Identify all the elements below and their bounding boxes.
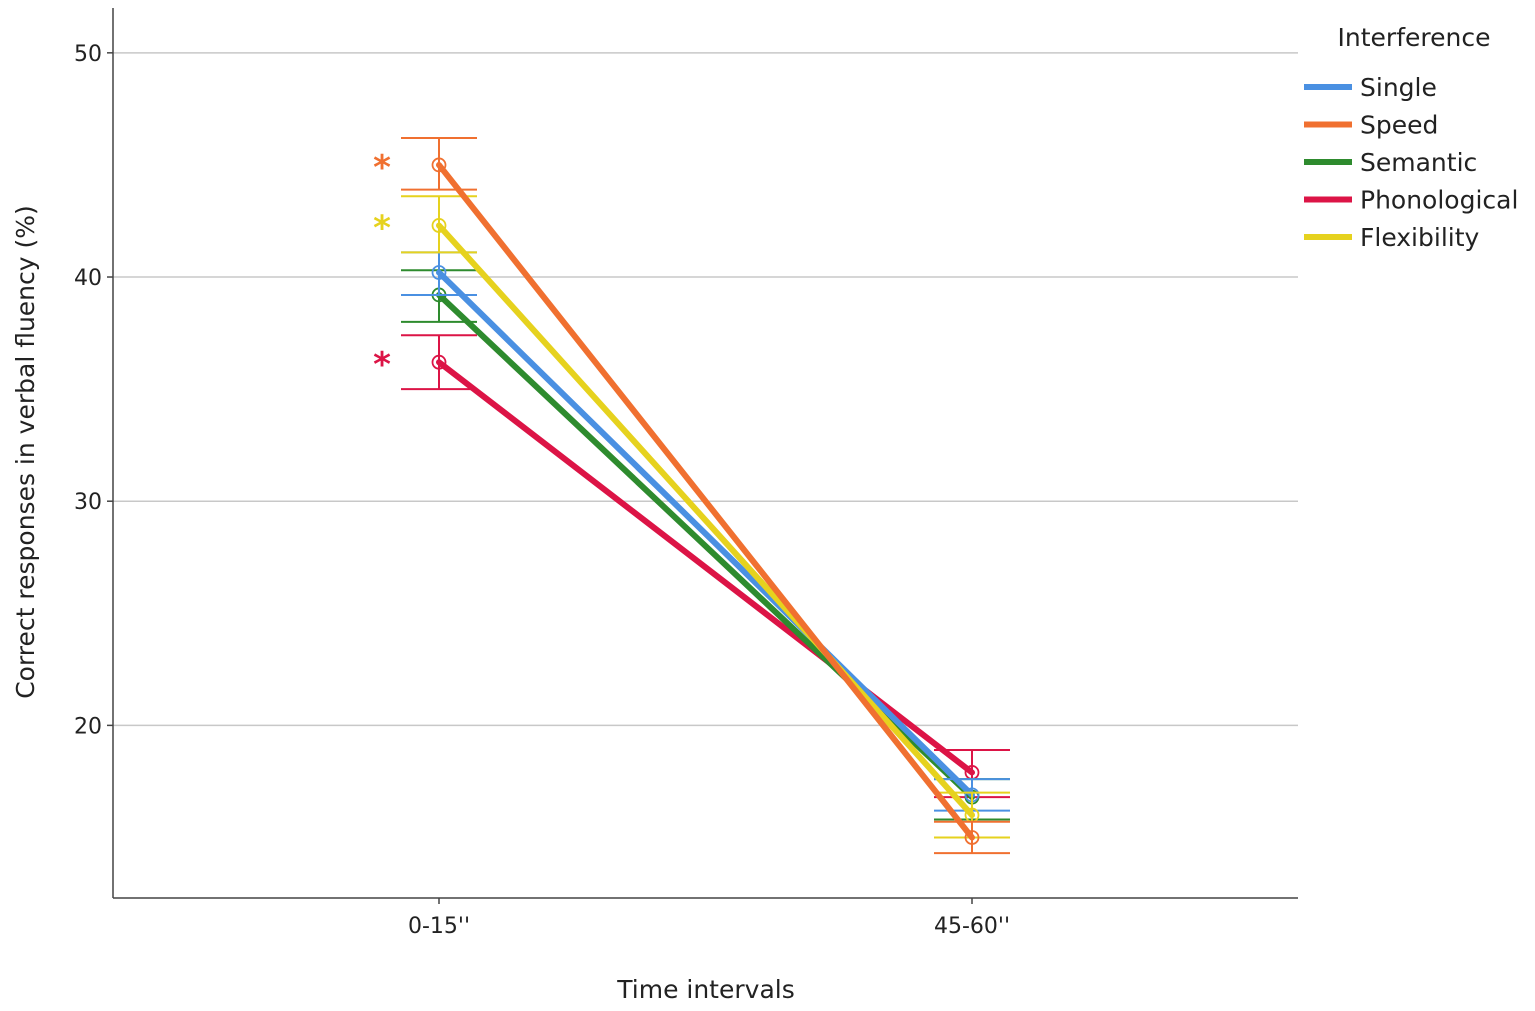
- significance-star-speed: *: [373, 148, 391, 188]
- x-tick-label: 0-15'': [408, 914, 470, 939]
- series-group: [401, 137, 1010, 855]
- y-tick-label: 50: [74, 42, 102, 67]
- x-axis-title: Time intervals: [616, 975, 794, 1004]
- legend-title: Interference: [1338, 23, 1491, 52]
- series-semantic: [401, 269, 1010, 821]
- data-point-single: [431, 265, 447, 280]
- legend: Interference Single Speed Semantic Phonolog…: [1304, 23, 1518, 252]
- series-phonological: [401, 334, 1010, 799]
- y-tick-labels: 20 30 40 50: [74, 42, 113, 739]
- grid-lines: [113, 52, 1298, 727]
- data-point-flexibility: [431, 218, 447, 233]
- data-point-phonological: [431, 354, 447, 370]
- legend-label-single: Single: [1360, 73, 1437, 102]
- significance-markers: * * *: [373, 148, 391, 385]
- series-line-single: [436, 269, 975, 798]
- y-tick-label: 40: [74, 266, 102, 291]
- legend-label-phonological: Phonological: [1360, 186, 1518, 215]
- series-speed: [401, 137, 1010, 855]
- data-point-speed: [964, 830, 980, 845]
- data-point-speed: [431, 157, 447, 173]
- y-axis-title: Correct responses in verbal fluency (%): [11, 205, 40, 699]
- series-line-semantic: [436, 291, 975, 801]
- y-tick-label: 20: [74, 714, 102, 739]
- series-single: [401, 251, 1010, 812]
- x-tick-label: 45-60'': [934, 914, 1010, 939]
- axes: [112, 8, 1298, 899]
- series-line-speed: [436, 161, 975, 841]
- x-tick-labels: 0-15'' 45-60'': [408, 898, 1010, 939]
- legend-label-semantic: Semantic: [1360, 148, 1477, 177]
- legend-label-speed: Speed: [1360, 111, 1438, 140]
- legend-label-flexibility: Flexibility: [1360, 223, 1480, 252]
- significance-star-flexibility: *: [373, 208, 391, 248]
- significance-star-phonological: *: [373, 345, 391, 385]
- series-line-flexibility: [436, 222, 975, 819]
- series-line-phonological: [436, 359, 975, 776]
- y-tick-label: 30: [74, 490, 102, 515]
